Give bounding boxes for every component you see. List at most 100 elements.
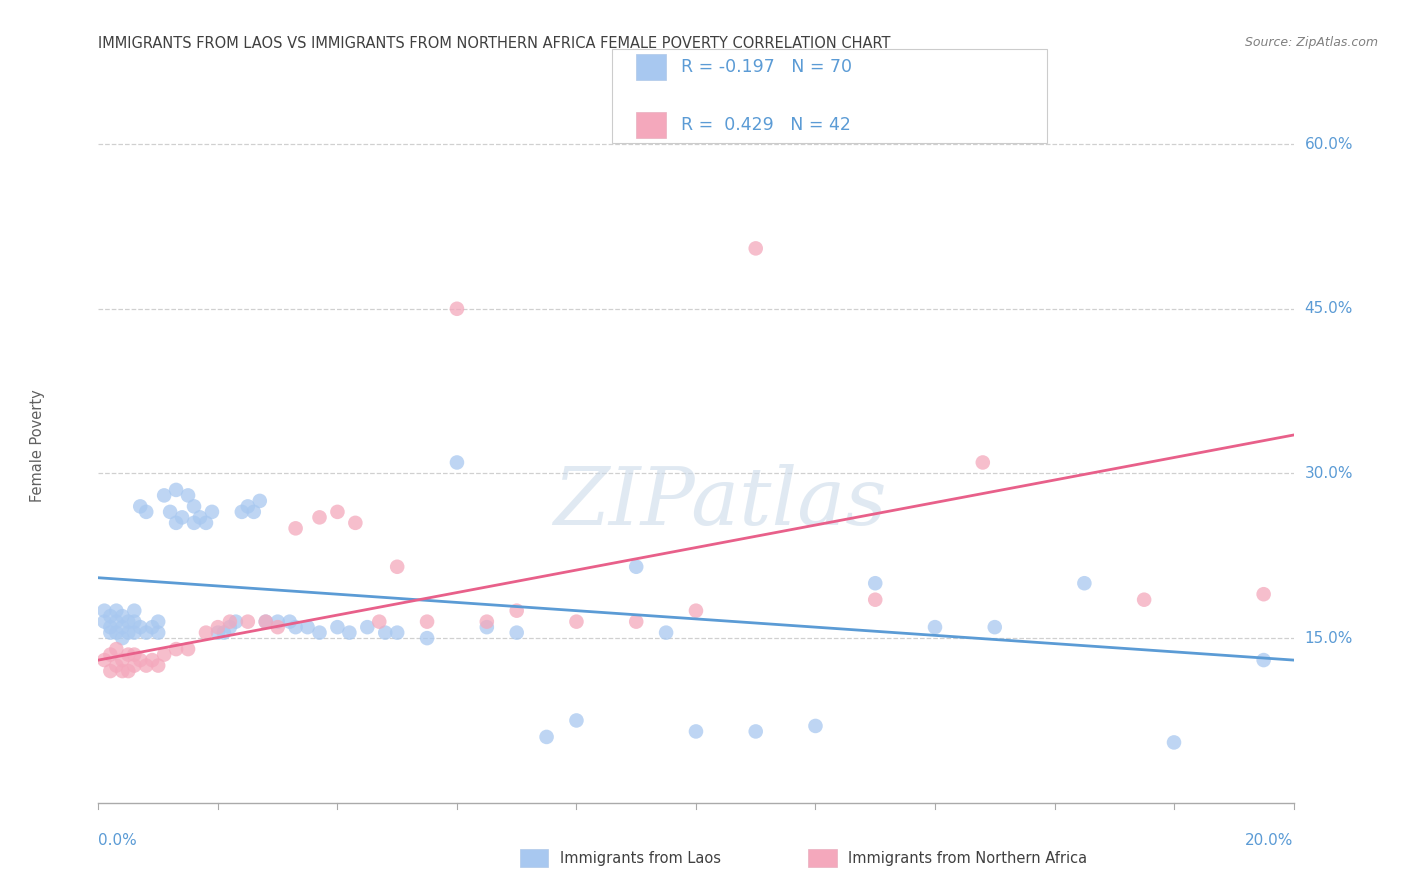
Point (924, 620, 946, 634)
Point (308, 625, 330, 640)
Point (111, 653, 134, 667)
Point (98, 620, 122, 634)
Point (111, 620, 134, 634)
Point (141, 620, 163, 634)
Point (219, 620, 242, 634)
Text: 20.0%: 20.0% (1246, 833, 1294, 848)
Point (254, 615, 277, 629)
Text: Source: ZipAtlas.com: Source: ZipAtlas.com (1244, 36, 1378, 49)
Point (111, 609, 134, 624)
Point (374, 625, 396, 640)
Text: 15.0%: 15.0% (1305, 631, 1353, 646)
Point (124, 615, 146, 629)
Point (1133, 592, 1156, 607)
Point (201, 505, 224, 519)
Point (207, 620, 229, 634)
Point (124, 648, 146, 662)
Point (297, 620, 319, 634)
Point (105, 615, 128, 629)
Point (983, 620, 1005, 634)
Point (284, 620, 307, 634)
Point (172, 510, 194, 524)
Point (129, 653, 152, 667)
Text: Female Poverty: Female Poverty (30, 390, 45, 502)
Text: 60.0%: 60.0% (1305, 136, 1353, 152)
Point (475, 620, 498, 634)
Point (254, 615, 277, 629)
Point (124, 625, 146, 640)
Point (326, 620, 349, 634)
Point (624, 559, 647, 574)
Point (284, 521, 307, 535)
Point (446, 455, 468, 469)
Point (129, 620, 152, 634)
Point (385, 559, 409, 574)
Point (105, 642, 128, 657)
Point (177, 488, 200, 502)
Point (183, 500, 205, 514)
Point (1253, 653, 1275, 667)
Point (105, 658, 128, 673)
Point (153, 488, 176, 502)
Point (1163, 735, 1185, 749)
Point (972, 455, 994, 469)
Point (117, 648, 139, 662)
Point (111, 664, 134, 678)
Point (565, 615, 588, 629)
Point (212, 625, 235, 640)
Point (98, 664, 122, 678)
Point (506, 625, 529, 640)
Point (416, 631, 439, 645)
Point (98, 609, 122, 624)
Point (1253, 587, 1275, 601)
Point (344, 516, 367, 530)
Point (153, 648, 176, 662)
Text: 0.0%: 0.0% (98, 833, 138, 848)
Point (93, 653, 115, 667)
Point (117, 625, 139, 640)
Point (124, 604, 146, 618)
Point (267, 615, 290, 629)
Point (356, 620, 378, 634)
Point (506, 604, 529, 618)
Point (117, 615, 139, 629)
Text: ZIPatlas: ZIPatlas (553, 465, 887, 541)
Point (165, 516, 187, 530)
Point (98, 625, 122, 640)
Text: 45.0%: 45.0% (1305, 301, 1353, 317)
Point (93, 615, 115, 629)
Text: Immigrants from Laos: Immigrants from Laos (560, 851, 721, 865)
Point (188, 510, 211, 524)
Point (177, 642, 200, 657)
Point (105, 604, 128, 618)
Point (165, 642, 187, 657)
Point (225, 615, 247, 629)
Point (249, 494, 271, 508)
Point (745, 241, 768, 255)
Point (865, 592, 887, 607)
Point (804, 719, 827, 733)
Point (685, 724, 707, 739)
Text: R =  0.429   N = 42: R = 0.429 N = 42 (681, 116, 851, 134)
Point (536, 730, 558, 744)
Point (93, 604, 115, 618)
Point (183, 516, 205, 530)
Point (135, 505, 157, 519)
Point (243, 505, 266, 519)
Point (339, 625, 360, 640)
Point (267, 620, 290, 634)
Point (165, 483, 187, 497)
Point (194, 625, 218, 640)
Point (385, 625, 409, 640)
Point (148, 615, 170, 629)
Point (865, 576, 887, 591)
Point (236, 615, 259, 629)
Text: R = -0.197   N = 70: R = -0.197 N = 70 (681, 58, 852, 76)
Point (98, 648, 122, 662)
Point (326, 505, 349, 519)
Point (124, 658, 146, 673)
Text: 30.0%: 30.0% (1305, 466, 1353, 481)
Point (475, 615, 498, 629)
Text: Immigrants from Northern Africa: Immigrants from Northern Africa (848, 851, 1087, 865)
Point (416, 615, 439, 629)
